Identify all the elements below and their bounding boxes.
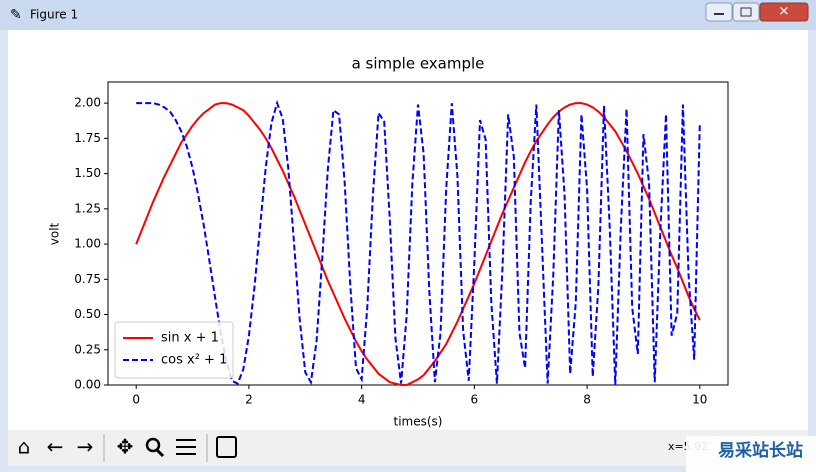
toolbar-buttons: ⌂ ← → ✥ bbox=[18, 434, 237, 462]
y-tick-label: 1.75 bbox=[74, 131, 101, 145]
y-tick-label: 0.50 bbox=[74, 307, 101, 321]
close-icon: ✕ bbox=[779, 5, 790, 20]
legend-box bbox=[114, 321, 234, 379]
title-bar bbox=[0, 0, 816, 30]
zoom-handle bbox=[155, 448, 165, 458]
x-tick-label: 0 bbox=[132, 393, 140, 407]
y-tick-label: 1.25 bbox=[74, 201, 101, 215]
forward-button[interactable]: → bbox=[77, 435, 94, 459]
chart: a simple example times(s) volt 0 2 4 6 8 10 0.… bbox=[48, 55, 729, 429]
window-controls: ✕ bbox=[705, 2, 809, 22]
save-button[interactable] bbox=[216, 436, 237, 458]
y-axis-label: volt bbox=[48, 222, 62, 245]
home-button[interactable]: ⌂ bbox=[18, 435, 31, 459]
zoom-button[interactable] bbox=[145, 437, 161, 453]
x-tick-label: 10 bbox=[692, 393, 707, 407]
toolbar bbox=[8, 430, 808, 466]
x-tick-label: 6 bbox=[471, 393, 479, 407]
x-tick-label: 4 bbox=[358, 393, 366, 407]
window-icon: ✎ bbox=[10, 7, 22, 23]
y-tick-label: 0.75 bbox=[74, 272, 101, 286]
chart-title: a simple example bbox=[352, 55, 485, 73]
y-tick-label: 0.25 bbox=[74, 342, 101, 356]
maximize-button[interactable] bbox=[732, 2, 760, 22]
watermark: 易采站长站 bbox=[718, 440, 803, 461]
minimize-button[interactable] bbox=[705, 2, 733, 22]
x-tick-label: 2 bbox=[245, 393, 253, 407]
y-tick-label: 1.00 bbox=[74, 237, 101, 251]
x-tick-label: 8 bbox=[583, 393, 591, 407]
subplots-button[interactable] bbox=[176, 439, 196, 455]
window-title: Figure 1 bbox=[30, 8, 78, 22]
close-button[interactable] bbox=[759, 2, 809, 22]
y-tick-label: 2.00 bbox=[74, 96, 101, 110]
legend-label: sin x + 1 bbox=[161, 331, 219, 346]
series-line bbox=[135, 102, 701, 386]
watermark-box bbox=[686, 436, 816, 472]
maximize-icon bbox=[740, 7, 752, 17]
back-button[interactable]: ← bbox=[47, 435, 64, 459]
x-axis-label: times(s) bbox=[394, 415, 443, 429]
y-tick-label: 0.00 bbox=[74, 378, 101, 392]
y-tick-label: 1.50 bbox=[74, 166, 101, 180]
legend-label: cos x² + 1 bbox=[161, 353, 227, 368]
pan-button[interactable]: ✥ bbox=[117, 435, 134, 459]
